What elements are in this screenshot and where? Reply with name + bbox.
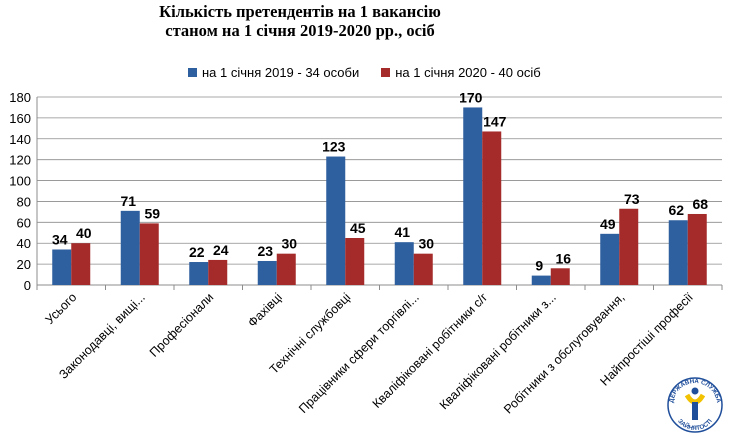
- legend-item-2019: на 1 січня 2019 - 34 особи: [188, 65, 359, 80]
- bar-2020: [139, 223, 159, 285]
- legend-swatch-2019: [188, 68, 197, 77]
- bar-2020: [71, 243, 91, 285]
- bar-2020: [345, 238, 365, 285]
- data-label-2019: 71: [120, 193, 136, 209]
- y-tick-label: 140: [9, 132, 31, 147]
- data-label-2020: 30: [281, 236, 297, 252]
- x-category-label: Кваліфіковані робітники з...: [437, 290, 559, 412]
- data-label-2020: 45: [350, 220, 366, 236]
- chart-title: Кількість претендентів на 1 вакансію: [159, 2, 441, 21]
- chart-legend: на 1 січня 2019 - 34 особи на 1 січня 20…: [188, 65, 563, 80]
- data-label-2020: 73: [624, 191, 640, 207]
- bar-2019: [257, 260, 277, 285]
- data-label-2020: 68: [692, 196, 708, 212]
- y-tick-label: 0: [24, 278, 31, 293]
- data-label-2019: 9: [535, 258, 543, 274]
- y-tick-label: 180: [9, 90, 31, 105]
- legend-label-2020: на 1 січня 2020 - 40 осіб: [395, 65, 541, 80]
- legend-label-2019: на 1 січня 2019 - 34 особи: [202, 65, 360, 80]
- bar-2019: [668, 220, 688, 285]
- data-label-2019: 62: [668, 202, 684, 218]
- bar-2020: [208, 259, 228, 285]
- x-category-label: Фахівці: [245, 290, 285, 330]
- legend-swatch-2020: [381, 68, 391, 77]
- data-label-2020: 147: [483, 113, 507, 129]
- y-tick-label: 120: [9, 153, 31, 168]
- data-label-2019: 123: [322, 139, 346, 155]
- y-tick-label: 80: [17, 194, 31, 209]
- employment-service-logo: ДЕРЖАВНА СЛУЖБА ЗАЙНЯТОСТІ: [667, 377, 723, 433]
- x-category-label: Кваліфіковані робітники с/г: [370, 290, 491, 411]
- x-category-label: Робітники з обслуговування,: [501, 290, 627, 416]
- bar-2019: [463, 107, 483, 285]
- bar-2019: [120, 210, 140, 285]
- legend-item-2020: на 1 січня 2020 - 40 осіб: [381, 65, 541, 80]
- data-label-2019: 41: [394, 224, 410, 240]
- bar-2020: [550, 268, 570, 285]
- bar-2019: [531, 275, 551, 285]
- bar-2020: [276, 253, 296, 285]
- y-tick-label: 60: [17, 215, 31, 230]
- data-label-2020: 16: [555, 250, 571, 266]
- y-tick-label: 40: [17, 236, 31, 251]
- bar-2019: [394, 242, 414, 285]
- data-label-2020: 40: [76, 225, 92, 241]
- data-label-2020: 24: [213, 242, 229, 258]
- data-label-2020: 59: [144, 205, 160, 221]
- data-label-2019: 170: [459, 89, 483, 105]
- bar-2020: [687, 213, 707, 285]
- bar-2019: [326, 156, 346, 285]
- bar-2020: [619, 208, 639, 285]
- data-label-2019: 22: [189, 244, 205, 260]
- bar-2020: [482, 131, 502, 285]
- x-category-label: Працівники сфери торгівлі...: [296, 290, 422, 416]
- y-tick-label: 160: [9, 111, 31, 126]
- data-label-2019: 34: [52, 231, 68, 247]
- y-tick-label: 20: [17, 257, 31, 272]
- bar-2019: [52, 249, 72, 285]
- data-label-2019: 23: [257, 243, 273, 259]
- chart-title-block: Кількість претендентів на 1 вакансію ста…: [90, 2, 510, 40]
- x-category-label: Усього: [43, 290, 80, 327]
- y-tick-label: 100: [9, 174, 31, 189]
- chart-subtitle: станом на 1 січня 2019-2020 рр., осіб: [165, 21, 435, 40]
- bar-2019: [600, 233, 620, 285]
- bar-2020: [413, 253, 433, 285]
- data-label-2020: 30: [418, 236, 434, 252]
- data-label-2019: 49: [600, 216, 616, 232]
- x-category-label: Професіонали: [147, 290, 216, 359]
- bar-2019: [189, 262, 209, 285]
